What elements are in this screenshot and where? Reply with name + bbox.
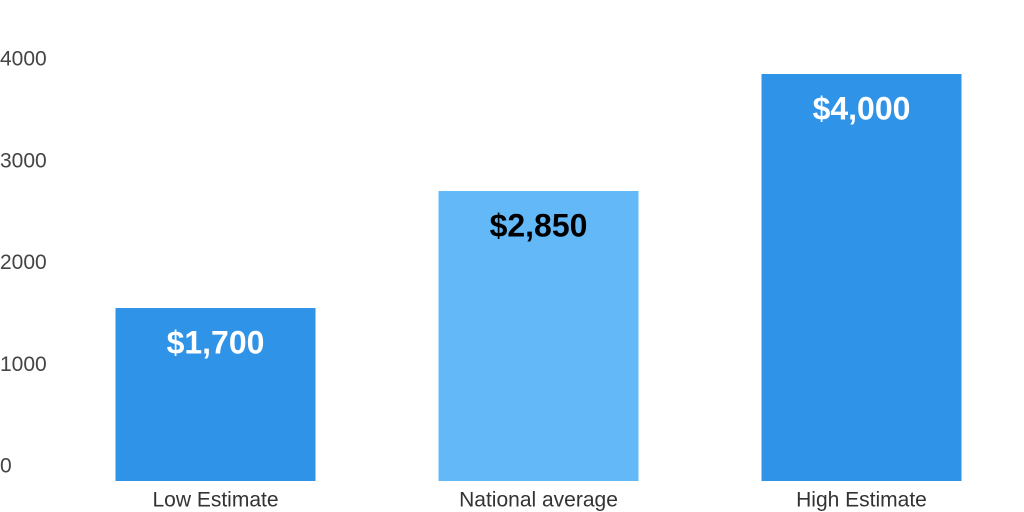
x-tick-label: National average [459,489,618,512]
y-tick-label: 0 [0,455,12,478]
bar [438,191,639,481]
y-tick-label: 4000 [0,48,47,71]
y-tick-label: 2000 [0,251,47,274]
x-tick-label: Low Estimate [152,489,278,512]
bar [761,74,962,481]
bar [115,308,316,481]
value-label: $1,700 [167,324,265,360]
value-label: $4,000 [813,90,911,126]
value-label: $2,850 [490,207,588,243]
y-tick-label: 3000 [0,149,47,172]
y-tick-label: 1000 [0,353,47,376]
x-tick-label: High Estimate [796,489,927,512]
